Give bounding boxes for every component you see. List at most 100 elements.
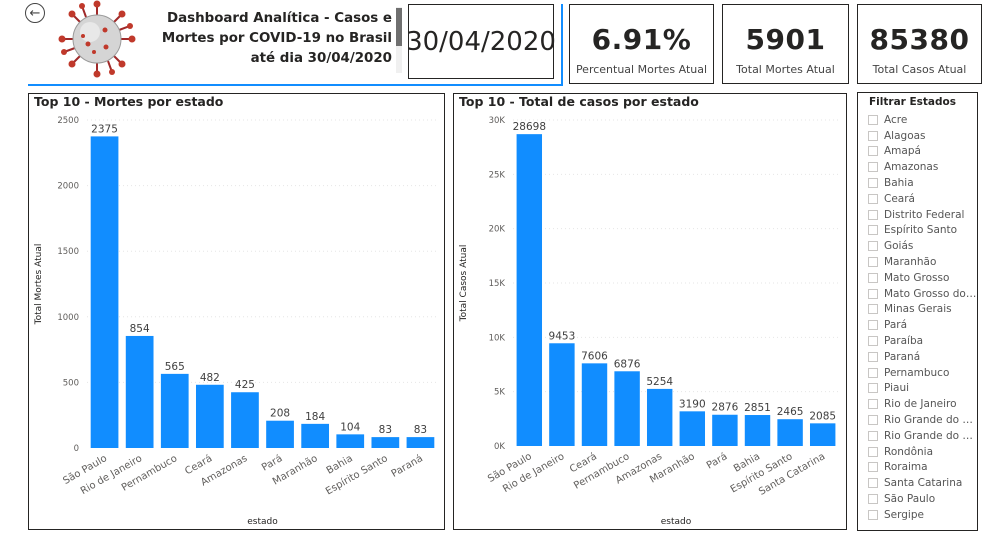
slicer-item[interactable]: Minas Gerais (858, 302, 977, 318)
checkbox[interactable] (868, 320, 878, 331)
checkbox[interactable] (868, 304, 878, 315)
slicer-item[interactable]: Pernambuco (858, 365, 977, 381)
bar (301, 423, 330, 448)
deaths-chart[interactable]: Top 10 - Mortes por estado 0 500 1000 1500 2… (28, 93, 445, 530)
slicer-item[interactable]: Distrito Federal (858, 207, 977, 223)
data-label: 104 (340, 421, 360, 433)
dashboard-title-box: Dashboard Analítica - Casos e Mortes por… (140, 2, 396, 74)
checkbox[interactable] (868, 478, 878, 489)
y-tick-label: 10K (489, 333, 506, 343)
slicer-item[interactable]: Goiás (858, 238, 977, 254)
date-value: 30/04/2020 (406, 26, 556, 57)
bar (336, 434, 365, 448)
checkbox[interactable] (868, 225, 878, 236)
bar (266, 420, 294, 448)
y-tick-label: 1500 (57, 247, 79, 257)
checkbox[interactable] (868, 288, 878, 299)
x-tick-label: Paraná (389, 452, 425, 480)
slicer-item-label: Bahia (884, 177, 914, 190)
header-vertical-divider (561, 4, 563, 86)
bar (744, 415, 771, 446)
slicer-item[interactable]: Bahia (858, 175, 977, 191)
bar (549, 343, 575, 446)
data-label: 565 (165, 361, 185, 373)
slicer-list: Acre Alagoas Amapá Amazonas Bahia Ceará Distri… (858, 112, 977, 523)
slicer-item-label: Amazonas (884, 161, 939, 174)
bar (160, 373, 189, 448)
title-scrollbar-thumb[interactable] (396, 8, 402, 46)
checkbox[interactable] (868, 336, 878, 347)
checkbox[interactable] (868, 415, 878, 426)
checkbox[interactable] (868, 178, 878, 189)
data-label: 28698 (513, 121, 546, 133)
kpi-label: Percentual Mortes Atual (575, 63, 708, 76)
y-axis-title: Total Mortes Atual (34, 244, 44, 326)
checkbox[interactable] (868, 114, 878, 125)
checkbox[interactable] (868, 209, 878, 220)
checkbox[interactable] (868, 367, 878, 378)
x-axis-title: estado (661, 517, 692, 527)
slicer-item[interactable]: Pará (858, 317, 977, 333)
slicer-item[interactable]: Ceará (858, 191, 977, 207)
slicer-item[interactable]: Espírito Santo (858, 223, 977, 239)
checkbox[interactable] (868, 462, 878, 473)
slicer-item-label: Rondônia (884, 445, 933, 458)
slicer-item[interactable]: Mato Grosso (858, 270, 977, 286)
checkbox[interactable] (868, 257, 878, 268)
x-tick-label: Pará (704, 450, 729, 471)
y-tick-label: 30K (489, 116, 506, 126)
data-label: 5254 (646, 376, 673, 388)
bar (516, 134, 543, 446)
checkbox[interactable] (868, 383, 878, 394)
checkbox[interactable] (868, 146, 878, 157)
slicer-item[interactable]: Rio de Janeiro (858, 396, 977, 412)
bar (371, 437, 400, 448)
checkbox[interactable] (868, 241, 878, 252)
slicer-item[interactable]: Alagoas (858, 128, 977, 144)
data-label: 2085 (809, 410, 836, 422)
state-filter-slicer[interactable]: Filtrar Estados Acre Alagoas Amapá Amazonas… (857, 92, 978, 531)
checkbox[interactable] (868, 130, 878, 141)
y-tick-label: 5K (494, 388, 505, 398)
bar (195, 384, 224, 448)
data-label: 7606 (581, 350, 608, 362)
checkbox[interactable] (868, 272, 878, 283)
slicer-item-label: Distrito Federal (884, 208, 965, 221)
checkbox[interactable] (868, 509, 878, 520)
slicer-item[interactable]: São Paulo (858, 491, 977, 507)
checkbox[interactable] (868, 494, 878, 505)
checkbox[interactable] (868, 351, 878, 362)
slicer-item[interactable]: Amapá (858, 144, 977, 160)
slicer-item[interactable]: Rio Grande do Norte (858, 412, 977, 428)
bar (809, 423, 836, 446)
slicer-item[interactable]: Piaui (858, 381, 977, 397)
slicer-item[interactable]: Amazonas (858, 159, 977, 175)
slicer-item-label: Santa Catarina (884, 477, 963, 490)
slicer-item[interactable]: Paraíba (858, 333, 977, 349)
checkbox[interactable] (868, 446, 878, 457)
chart-title: Top 10 - Total de casos por estado (459, 94, 699, 109)
slicer-item[interactable]: Acre (858, 112, 977, 128)
checkbox[interactable] (868, 430, 878, 441)
slicer-item[interactable]: Rio Grande do Sul (858, 428, 977, 444)
data-label: 2851 (744, 402, 771, 414)
slicer-item[interactable]: Sergipe (858, 507, 977, 523)
slicer-item[interactable]: Maranhão (858, 254, 977, 270)
back-button[interactable]: ← (25, 3, 45, 23)
slicer-item-label: Sergipe (884, 508, 924, 521)
slicer-item[interactable]: Paraná (858, 349, 977, 365)
slicer-item[interactable]: Santa Catarina (858, 475, 977, 491)
checkbox[interactable] (868, 399, 878, 410)
arrow-left-icon: ← (29, 5, 41, 21)
slicer-item[interactable]: Roraima (858, 460, 977, 476)
checkbox[interactable] (868, 193, 878, 204)
checkbox[interactable] (868, 162, 878, 173)
slicer-item[interactable]: Rondônia (858, 444, 977, 460)
slicer-item-label: Pará (884, 319, 908, 332)
cases-chart[interactable]: Top 10 - Total de casos por estado 0K 5K 1… (453, 93, 847, 530)
bar (614, 371, 640, 446)
slicer-item[interactable]: Mato Grosso do Sul (858, 286, 977, 302)
y-tick-label: 0K (494, 442, 505, 452)
kpi-value: 85380 (869, 23, 970, 56)
